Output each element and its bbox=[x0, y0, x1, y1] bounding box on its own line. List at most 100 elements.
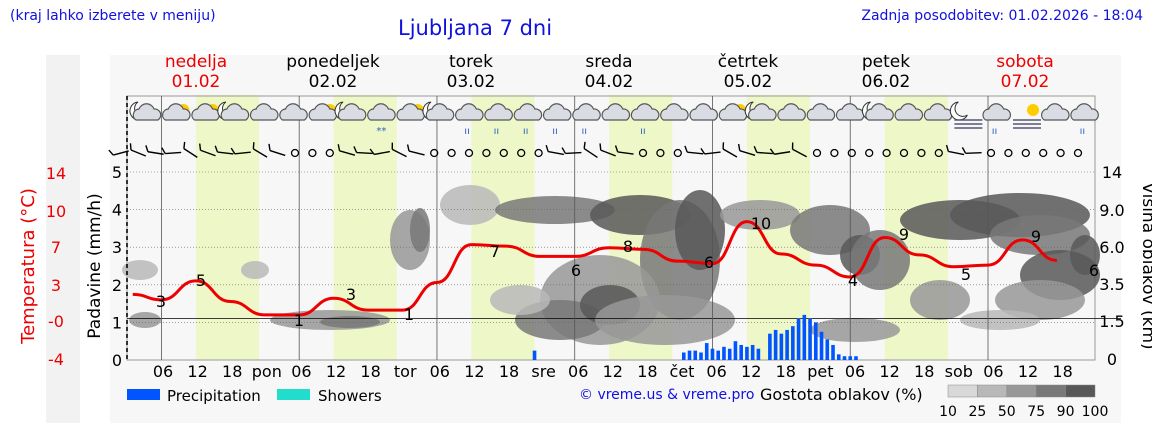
cloud-icon bbox=[162, 103, 191, 121]
cloud-icon bbox=[249, 103, 279, 121]
precipitation-bar bbox=[831, 344, 835, 360]
weather-icon-moon-cloud bbox=[861, 101, 894, 121]
cloud-density-patch bbox=[595, 295, 735, 345]
cloud-height-tick-label: 6.0 bbox=[1099, 238, 1124, 257]
weather-icon-rain-cloud: ıı bbox=[513, 103, 543, 137]
weather-icon-rain-cloud: ıı bbox=[982, 103, 1012, 137]
wind-calm-circle bbox=[290, 148, 300, 158]
weather-icon-cloud bbox=[835, 103, 865, 121]
x-tick-label: 18 bbox=[637, 362, 657, 381]
wind-calm-circle bbox=[899, 148, 909, 158]
day-name: četrtek bbox=[717, 52, 779, 72]
x-tick-label: pet bbox=[807, 362, 833, 381]
x-tick-label: 06 bbox=[845, 362, 865, 381]
wind-calm-circle bbox=[656, 148, 665, 158]
cloud-height-tick-label: 3.5 bbox=[1099, 275, 1124, 294]
cloud-icon bbox=[513, 103, 543, 121]
precip-tick-label: 4 bbox=[112, 201, 122, 220]
x-tick-label: 18 bbox=[776, 362, 796, 381]
day-header: petek 06.02 bbox=[826, 52, 946, 92]
cloud-density-patch bbox=[850, 230, 910, 290]
weather-icon-moon-cloud bbox=[334, 101, 367, 121]
wind-barb-shaft bbox=[965, 152, 982, 154]
wind-barb-flag bbox=[700, 147, 706, 155]
x-tick-label: sob bbox=[945, 362, 973, 381]
wind-barb-shaft bbox=[391, 148, 407, 158]
cloud-density-patch bbox=[129, 312, 161, 328]
day-header: četrtek 05.02 bbox=[688, 52, 808, 92]
wind-barb-flag bbox=[337, 144, 341, 151]
wind-barb-flag bbox=[268, 143, 271, 151]
wind-barb-shaft bbox=[200, 149, 216, 157]
precip-tick-label: 0 bbox=[112, 351, 122, 370]
wind-barb-flag bbox=[183, 141, 186, 149]
rain-drops-icon: ıı bbox=[523, 126, 529, 137]
wind-calm-circle bbox=[1039, 148, 1048, 158]
x-tick-label: 12 bbox=[464, 362, 484, 381]
x-tick-label: 18 bbox=[499, 362, 519, 381]
precipitation-bar bbox=[802, 314, 807, 360]
cloud-icon bbox=[220, 103, 250, 121]
temperature-label: 6 bbox=[704, 253, 714, 272]
cloud-icon bbox=[455, 103, 484, 121]
day-name: ponedeljek bbox=[286, 52, 380, 72]
wind-barb-shaft bbox=[948, 150, 965, 156]
wind-barb bbox=[108, 149, 129, 156]
wind-barb-flag bbox=[961, 147, 967, 154]
credit[interactable]: © vreme.us & vreme.pro bbox=[579, 387, 755, 403]
weather-icon-cloud-sun bbox=[308, 103, 338, 121]
rain-drops-icon: ıı bbox=[552, 126, 558, 137]
wind-calm-circle bbox=[447, 148, 456, 158]
cloud-density-patch bbox=[495, 196, 615, 224]
precipitation-bar bbox=[779, 333, 784, 360]
wind-calm-circle bbox=[638, 148, 648, 158]
daytime-band bbox=[195, 95, 260, 360]
wind-barb bbox=[391, 142, 407, 158]
cloud-icon bbox=[865, 103, 894, 121]
wind-barb bbox=[337, 144, 356, 156]
temperature-label: 6 bbox=[571, 261, 581, 280]
wind-calm-circle bbox=[986, 148, 996, 158]
wind-barb bbox=[945, 144, 965, 156]
wind-barb-flag bbox=[230, 147, 236, 155]
cloud-density-patch bbox=[675, 190, 725, 270]
temperature-label: 6 bbox=[1089, 261, 1099, 280]
temperature-label: 5 bbox=[961, 265, 971, 284]
weather-icon-cloud bbox=[279, 103, 308, 121]
wind-barb bbox=[161, 147, 182, 155]
wind-barb bbox=[737, 143, 756, 157]
precipitation-bar bbox=[745, 346, 749, 360]
cloud-density-tick: 100 bbox=[1082, 404, 1109, 420]
cloud-density-swatch bbox=[1035, 384, 1066, 398]
day-header: sobota 07.02 bbox=[965, 52, 1085, 92]
wind-barb-shaft bbox=[252, 148, 268, 158]
precipitation-legend-swatch bbox=[127, 389, 160, 400]
precipitation-bar bbox=[687, 350, 692, 360]
x-tick-label: čet bbox=[670, 362, 695, 381]
temperature-tick-label: 14 bbox=[46, 164, 66, 183]
cloud-density-patch bbox=[410, 208, 430, 252]
cloud-icon bbox=[337, 103, 367, 121]
weather-icon-cloud bbox=[689, 103, 719, 121]
left-axis-strip bbox=[46, 55, 80, 423]
temperature-tick-label: -4 bbox=[48, 350, 64, 369]
cloud-density-swatch bbox=[1006, 384, 1037, 398]
precipitation-bar bbox=[791, 326, 795, 360]
wind-calm-circle bbox=[308, 148, 317, 158]
x-tick-label: 12 bbox=[603, 362, 623, 381]
wind-barb-flag bbox=[161, 147, 166, 154]
cloud-density-tick: 50 bbox=[998, 404, 1016, 420]
precipitation-bar bbox=[733, 341, 738, 360]
wind-barb-shaft bbox=[356, 151, 373, 155]
wind-calm-circle bbox=[1073, 148, 1083, 158]
day-date: 02.02 bbox=[308, 72, 358, 92]
wind-barb-flag bbox=[722, 142, 725, 150]
x-tick-label: 12 bbox=[326, 362, 346, 381]
wind-barb bbox=[199, 143, 216, 157]
wind-barb-shaft bbox=[583, 147, 598, 159]
wind-barb-shaft bbox=[269, 149, 286, 157]
precipitation-bar bbox=[710, 348, 715, 360]
cloud-icon bbox=[572, 103, 601, 121]
wind-calm-circle bbox=[1021, 148, 1030, 158]
x-tick-label: pon bbox=[252, 362, 282, 381]
